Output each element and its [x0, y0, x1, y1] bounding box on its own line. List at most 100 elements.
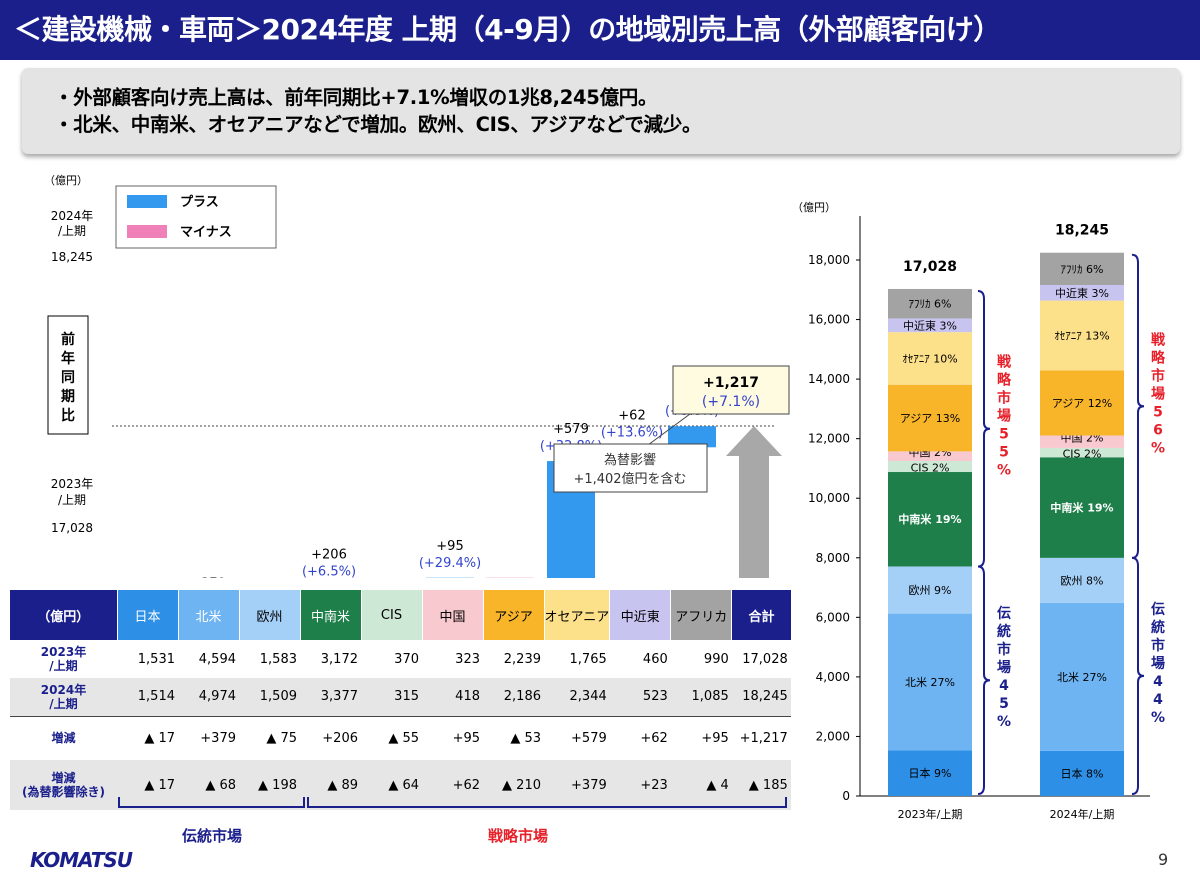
strategic-group-bracket — [307, 797, 787, 808]
stack-segment-label: CIS 2% — [1063, 448, 1102, 461]
traditional-share-char: 統 — [1151, 619, 1165, 636]
fx-callout-line1: 為替影響 — [604, 452, 656, 468]
y-tick-label: 8,000 — [816, 551, 850, 565]
table-cell: ▲ 185 — [748, 777, 788, 793]
traditional-share-char: 場 — [1151, 655, 1165, 672]
table-header-cell: 合計 — [731, 590, 791, 640]
stack-segment-アフリカ — [888, 288, 972, 319]
table-cell: 460 — [642, 651, 668, 667]
strategic-share-char: % — [997, 463, 1011, 479]
table-header-cell: アジア — [482, 590, 544, 640]
market-group-brackets: 伝統市場 戦略市場 — [118, 797, 787, 845]
summary-line-1: ・外部顧客向け売上高は、前年同期比+7.1%増収の1兆8,245億円。 — [54, 86, 658, 109]
table-cell: 418 — [455, 689, 480, 705]
stack-segment-label: 中近東 3% — [903, 319, 957, 332]
traditional-group-label: 伝統市場 — [182, 827, 242, 845]
table-cell: 370 — [394, 651, 419, 667]
table-cell: +579 — [571, 730, 607, 746]
traditional-bracket — [977, 565, 991, 795]
strategic-share-char: 略 — [1151, 349, 1166, 366]
traditional-share-char: 4 — [1153, 692, 1163, 708]
stack-segment-label: CIS 2% — [911, 462, 950, 475]
value-2023: 17,028 — [51, 521, 93, 535]
stack-segment-CIS — [888, 461, 972, 473]
stack-segment-中南米 — [888, 472, 972, 567]
waterfall-value-label: +206 — [311, 548, 347, 563]
label-2024-line2: /上期 — [58, 224, 86, 238]
traditional-share-char: 伝 — [997, 605, 1011, 622]
fx-callout-pointer — [647, 413, 691, 446]
table-cell: 1,514 — [137, 689, 175, 705]
table-cell: 1,509 — [259, 689, 297, 705]
table-cell: +379 — [571, 777, 607, 793]
total-change-arrow — [726, 426, 782, 578]
table-cell: 2,186 — [503, 689, 541, 705]
table-cell: 4,594 — [198, 651, 236, 667]
table-cell: 990 — [703, 651, 729, 667]
stack-segment-label: 中南米 19% — [1050, 501, 1113, 515]
stack-segment-オセアニア — [1040, 300, 1124, 371]
legend-swatch-minus — [127, 225, 167, 238]
traditional-share-char: % — [1151, 710, 1165, 726]
table-cell: +95 — [452, 730, 480, 746]
fx-callout-line2: +1,402億円を含む — [573, 471, 686, 487]
strategic-bracket — [1131, 253, 1145, 559]
strategic-share-char: 場 — [997, 408, 1011, 425]
table-header-cell: 中国 — [421, 590, 483, 640]
table-header-cell: オセアニア — [543, 590, 610, 640]
stack-segment-アフリカ — [1040, 252, 1124, 286]
stack-segment-label: 日本 9% — [909, 766, 952, 780]
table-header-cell: （億円） — [10, 590, 117, 640]
waterfall-pct-label: (+29.4%) — [419, 556, 481, 571]
stack-segment-中近東 — [1040, 285, 1124, 301]
table-cell: 523 — [642, 689, 668, 705]
yoy-label-box — [47, 315, 89, 435]
strategic-share-char: 場 — [1151, 385, 1165, 402]
table-cell: ▲ 75 — [266, 730, 297, 746]
stack-segment-CIS — [1040, 447, 1124, 458]
stack-segment-中国 — [1040, 435, 1124, 448]
summary-box: ・外部顧客向け売上高は、前年同期比+7.1%増収の1兆8,245億円。 ・北米、… — [22, 68, 1180, 154]
y-tick-label: 12,000 — [808, 432, 850, 446]
sales-table: （億円） 日本 北米 欧州 中南米 CIS 中国 アジア オセアニア 中近東 アフリカ 合計 2023年… — [10, 590, 791, 810]
stack-segment-label: 北米 27% — [1057, 671, 1107, 684]
stack-segment-アジア — [1040, 370, 1124, 436]
stack-segment-日本 — [1040, 750, 1124, 796]
stack-segment-label: 北米 27% — [905, 676, 955, 689]
table-row-label: 増減 (為替影響除き) — [22, 771, 105, 799]
table-header-cell: CIS — [360, 590, 422, 640]
stack-segment-欧州 — [888, 566, 972, 614]
table-row: 2023年/上期 1,531 4,594 1,583 3,172 370 323 2,239 1… — [10, 640, 791, 678]
stack-segment-label: 日本 8% — [1061, 766, 1104, 780]
waterfall-pct-label: (+6.5%) — [302, 565, 356, 578]
stacked-unit: （億円） — [792, 201, 836, 214]
y-tick-label: 2,000 — [816, 729, 850, 743]
table-cell: 18,245 — [742, 689, 788, 705]
yoy-label-char: 前 — [61, 331, 75, 348]
strategic-share-char: 市 — [1151, 367, 1165, 384]
total-change-value: +1,217 — [703, 375, 759, 391]
fx-callout-box — [553, 443, 708, 493]
summary-line-2: ・北米、中南米、オセアニアなどで増加。欧州、CIS、アジアなどで減少。 — [54, 113, 702, 136]
y-tick-label: 18,000 — [808, 253, 850, 267]
strategic-bracket — [977, 289, 991, 568]
table-header-cell: 欧州 — [238, 590, 300, 640]
page-number: 9 — [1158, 850, 1169, 869]
strategic-share-char: % — [1151, 440, 1165, 456]
stack-segment-label: 中近東 3% — [1055, 287, 1109, 300]
waterfall-value-label: +62 — [618, 408, 645, 423]
traditional-group-bracket — [118, 797, 305, 808]
stack-segment-label: アジア 12% — [1052, 397, 1113, 410]
yoy-label-char: 期 — [61, 389, 75, 405]
table-cell: 1,085 — [691, 689, 729, 705]
table-cell: 3,377 — [320, 689, 358, 705]
y-tick-label: 6,000 — [816, 610, 850, 624]
waterfall-value-label: +579 — [553, 422, 589, 437]
stack-segment-label: 欧州 9% — [909, 584, 952, 597]
table-cell: ▲ 17 — [144, 777, 175, 793]
stack-segment-中南米 — [1040, 457, 1124, 558]
stack-segment-欧州 — [1040, 557, 1124, 603]
traditional-share-char: 市 — [1151, 637, 1165, 654]
